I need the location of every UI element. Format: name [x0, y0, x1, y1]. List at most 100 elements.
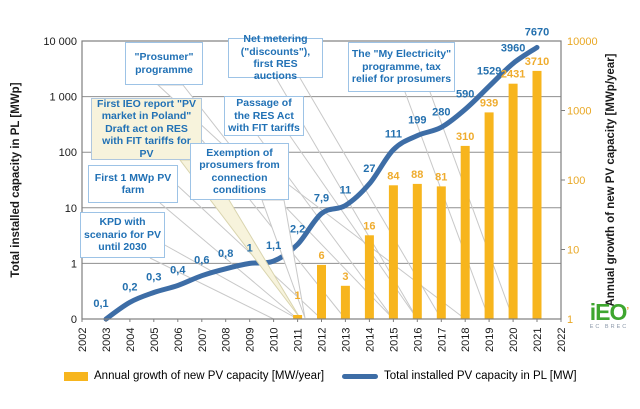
bar-label-2014: 16 [363, 220, 375, 232]
callout-kpd-text: KPD with scenario for PV until 2030 [83, 216, 162, 254]
year-label-2009: 2009 [245, 328, 257, 352]
ieo-logo-text: iEO [589, 299, 628, 325]
left-tick-2: 100 [59, 147, 77, 159]
line-label-2019: 1529 [477, 65, 501, 77]
callout-pointer-exemption [261, 199, 306, 319]
line-label-2016: 199 [408, 115, 426, 127]
line-label-2011: 2,2 [290, 223, 305, 235]
bar-2020 [508, 83, 518, 319]
callout-passage-res: Passage of the RES Act with FIT tariffs [224, 96, 304, 136]
year-label-2010: 2010 [269, 328, 281, 352]
leader-line [429, 91, 514, 320]
line-label-2010: 1,1 [266, 240, 281, 252]
callout-net-metering: Net metering ("discounts"), first RES au… [228, 33, 323, 82]
bar-label-2015: 84 [387, 170, 400, 182]
bar-label-2021: 3710 [525, 56, 549, 68]
bar-label-2011: 1 [295, 290, 301, 302]
year-label-2011: 2011 [293, 328, 305, 352]
bar-swatch [64, 371, 88, 381]
line-label-2005: 0,3 [146, 272, 161, 284]
right-axis-title: Annual growth of new PV capacity [MWp/ye… [605, 53, 617, 307]
bar-label-2013: 3 [342, 271, 348, 283]
left-tick-5: 0 [71, 314, 77, 326]
right-tick-4: 1 [567, 314, 573, 326]
year-label-2016: 2016 [412, 328, 424, 352]
year-label-2021: 2021 [532, 328, 544, 352]
legend-bar-label: Annual growth of new PV capacity [MW/yea… [94, 370, 325, 382]
legend-line-label: Total installed PV capacity in PL [MW] [384, 370, 577, 382]
bar-2021 [532, 70, 542, 320]
year-label-2022: 2022 [556, 328, 568, 352]
year-label-2007: 2007 [197, 328, 209, 352]
left-axis-title: Total installed capacity in PL [MWp] [10, 82, 22, 278]
line-label-2020: 3960 [501, 42, 525, 54]
year-label-2008: 2008 [221, 328, 233, 352]
callout-prosumer: "Prosumer" programme [125, 42, 203, 85]
legend-item-line: Total installed PV capacity in PL [MW] [342, 367, 577, 385]
left-tick-3: 10 [65, 203, 77, 215]
ieo-logo-mark: ’ [626, 306, 629, 317]
right-tick-3: 10 [567, 245, 579, 257]
line-label-2013: 11 [340, 185, 352, 197]
line-label-2004: 0,2 [122, 281, 137, 293]
bar-2011 [293, 315, 303, 319]
callout-kpd: KPD with scenario for PV until 2030 [80, 212, 165, 258]
right-tick-0: 10000 [567, 36, 598, 48]
ieo-logo: iEO’ EC BREC [583, 300, 635, 330]
year-label-2005: 2005 [149, 328, 161, 352]
line-label-2014: 27 [363, 163, 375, 175]
year-label-2004: 2004 [125, 328, 137, 352]
left-tick-1: 1 000 [49, 92, 77, 104]
year-label-2020: 2020 [508, 328, 520, 352]
bar-2013 [340, 285, 350, 319]
line-label-2006: 0,4 [170, 265, 186, 277]
bar-label-2016: 88 [411, 169, 423, 181]
line-label-2008: 0,8 [218, 248, 233, 260]
line-label-2012: 7,9 [314, 193, 329, 205]
right-tick-2: 100 [567, 175, 585, 187]
callout-myelec-text: The "My Electricity" programme, tax reli… [351, 48, 452, 86]
bar-label-2020: 2431 [501, 69, 525, 81]
year-label-2018: 2018 [460, 328, 472, 352]
bar-2018 [460, 145, 470, 319]
bar-label-2012: 6 [318, 250, 324, 262]
leader-line [162, 243, 298, 320]
bar-label-2019: 939 [480, 97, 498, 109]
line-label-2017: 280 [432, 106, 450, 118]
year-label-2012: 2012 [317, 328, 329, 352]
bar-2012 [317, 264, 326, 319]
line-label-2009: 1 [247, 242, 253, 254]
year-label-2003: 2003 [101, 328, 113, 352]
legend-item-bars: Annual growth of new PV capacity [MW/yea… [64, 367, 324, 385]
leader-line [149, 257, 274, 320]
year-label-2015: 2015 [388, 328, 400, 352]
leader-line [288, 184, 466, 320]
line-swatch [342, 373, 378, 379]
bar-2019 [484, 112, 494, 320]
year-label-2017: 2017 [436, 328, 448, 352]
callout-ieo-text: First IEO report "PV market in Poland" D… [97, 98, 196, 160]
bar-label-2018: 310 [456, 131, 474, 143]
left-tick-4: 1 [71, 258, 77, 270]
year-label-2013: 2013 [340, 328, 352, 352]
callout-first-farm: First 1 MWp PV farm [88, 165, 178, 203]
callout-exemption-text: Exemption of prosumers from connection c… [199, 146, 280, 196]
bar-label-2017: 81 [435, 171, 447, 183]
capacity-line [103, 44, 540, 322]
leader-line [404, 91, 490, 320]
callout-first-ieo-report: First IEO report "PV market in Poland" D… [91, 98, 202, 160]
leader-line [159, 202, 298, 320]
bar-2015 [388, 185, 398, 319]
bar-2016 [412, 183, 422, 319]
bar-2014 [364, 235, 374, 319]
year-label-2014: 2014 [364, 328, 376, 352]
left-tick-0: 10 000 [43, 36, 77, 48]
line-label-2018: 590 [456, 88, 474, 100]
callout-farm-text: First 1 MWp PV farm [94, 171, 172, 196]
right-tick-1: 1000 [567, 106, 591, 118]
callout-exemption: Exemption of prosumers from connection c… [190, 143, 289, 200]
year-label-2002: 2002 [77, 328, 89, 352]
line-label-2007: 0,6 [194, 255, 209, 267]
